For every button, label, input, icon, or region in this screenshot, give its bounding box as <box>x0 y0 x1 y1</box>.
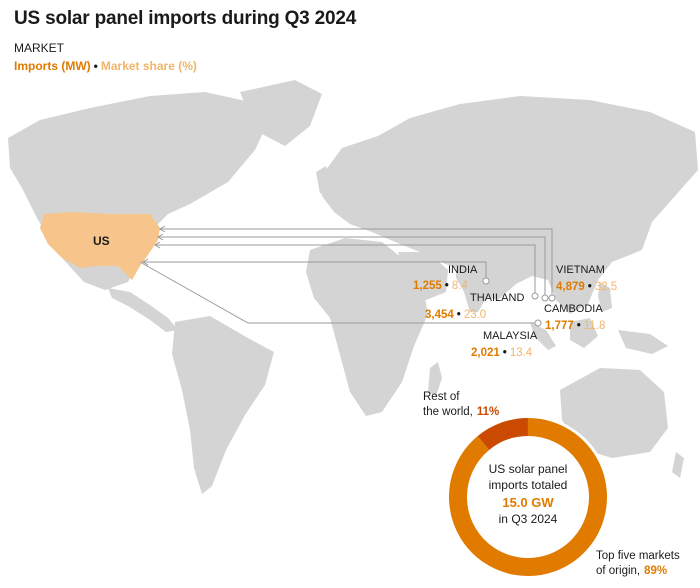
donut-annotations: Rest of the world, 11% Top five markets o… <box>423 391 680 577</box>
legend: Imports (MW) • Market share (%) <box>14 59 197 73</box>
market-name-cambodia: CAMBODIA <box>544 303 603 315</box>
market-share-vietnam: 32.5 <box>595 281 617 293</box>
connector-lines <box>139 228 553 324</box>
land-sumatra <box>530 322 556 350</box>
market-imports-india: 1,255 <box>413 280 442 292</box>
donut-center-line1: US solar panel <box>489 462 568 476</box>
market-sep-cambodia: • <box>577 320 581 332</box>
land-australia <box>560 368 668 458</box>
top-line2-group: of origin, 89% <box>596 565 667 577</box>
land-philippines <box>598 282 612 312</box>
endpoint-india <box>482 277 490 285</box>
market-sep-india: • <box>445 280 449 292</box>
connector-malaysia <box>139 261 538 324</box>
market-sep-malaysia: • <box>503 347 507 359</box>
rest-pct: 11% <box>477 406 499 418</box>
land-new-guinea <box>618 330 668 354</box>
arrow-india <box>142 258 149 266</box>
rest-line2-group: the world, 11% <box>423 406 499 418</box>
market-name-malaysia: MALAYSIA <box>483 330 538 342</box>
connector-india <box>143 261 487 281</box>
market-imports-cambodia: 1,777 <box>545 320 574 332</box>
endpoint-cambodia <box>541 294 549 302</box>
legend-separator: • <box>93 59 98 73</box>
donut-backdrop <box>446 415 610 579</box>
donut-slice-top-five <box>449 418 607 576</box>
market-values-malaysia: 2,021 • 13.4 <box>471 347 533 359</box>
endpoint-malaysia <box>534 319 542 327</box>
top-line2: of origin, <box>596 565 640 577</box>
market-share-cambodia: 11.8 <box>584 320 606 332</box>
arrow-cambodia <box>157 233 164 241</box>
connector-thailand <box>155 244 536 296</box>
land-japan <box>624 200 642 240</box>
us-shape <box>40 212 160 280</box>
land-arabia <box>398 252 448 300</box>
market-imports-vietnam: 4,879 <box>556 281 585 293</box>
land-greenland <box>240 80 322 146</box>
market-values-thailand: 3,454 • 23.0 <box>425 309 486 321</box>
land-south-america <box>172 316 274 494</box>
chart-title: US solar panel imports during Q3 2024 <box>14 8 357 29</box>
market-sep-thailand: • <box>457 309 461 321</box>
market-name-india: INDIA <box>448 264 478 276</box>
market-share-thailand: 23.0 <box>464 309 486 321</box>
land-borneo <box>570 318 598 348</box>
market-share-malaysia: 13.4 <box>510 347 533 359</box>
endpoint-thailand <box>531 292 539 300</box>
land-uk <box>316 166 330 194</box>
arrow-thailand <box>154 241 161 249</box>
land-africa <box>306 238 428 416</box>
market-sep-vietnam: • <box>588 281 592 293</box>
endpoint-vietnam <box>548 294 556 302</box>
rest-line1: Rest of <box>423 391 460 403</box>
us-label: US <box>93 234 110 248</box>
legend-share: Market share (%) <box>100 59 197 73</box>
top-pct: 89% <box>644 565 667 577</box>
market-share-india: 8.4 <box>452 280 469 292</box>
market-imports-malaysia: 2,021 <box>471 347 500 359</box>
donut-chart: US solar panel imports totaled 15.0 GW i… <box>446 415 610 579</box>
connector-arrows <box>142 225 166 266</box>
market-name-vietnam: VIETNAM <box>556 264 605 276</box>
connector-vietnam <box>160 228 553 298</box>
rest-line2: the world, <box>423 406 473 418</box>
donut-center-value: 15.0 GW <box>502 495 554 510</box>
connector-endpoints <box>482 277 556 327</box>
top-line1: Top five markets <box>596 550 680 562</box>
connector-cambodia <box>158 236 546 298</box>
land-madagascar <box>428 362 442 396</box>
legend-heading: MARKET <box>14 41 65 55</box>
arrow-vietnam <box>159 225 166 233</box>
market-name-thailand: THAILAND <box>470 292 524 304</box>
donut-slice-rest <box>477 418 529 451</box>
land-eurasia <box>320 96 698 314</box>
market-imports-thailand: 3,454 <box>425 309 454 321</box>
market-values-india: 1,255 • 8.4 <box>413 280 468 292</box>
legend-imports: Imports (MW) <box>14 59 91 73</box>
land-central-america <box>108 288 178 332</box>
market-values-cambodia: 1,777 • 11.8 <box>545 320 605 332</box>
market-values-vietnam: 4,879 • 32.5 <box>556 281 617 293</box>
market-labels: INDIA 1,255 • 8.4 THAILAND 3,454 • 23.0 MALA… <box>413 264 617 359</box>
donut-center-line4: in Q3 2024 <box>499 512 558 526</box>
donut-center-line2: imports totaled <box>489 478 568 492</box>
land-new-zealand <box>672 452 684 478</box>
land-masses <box>8 80 698 494</box>
